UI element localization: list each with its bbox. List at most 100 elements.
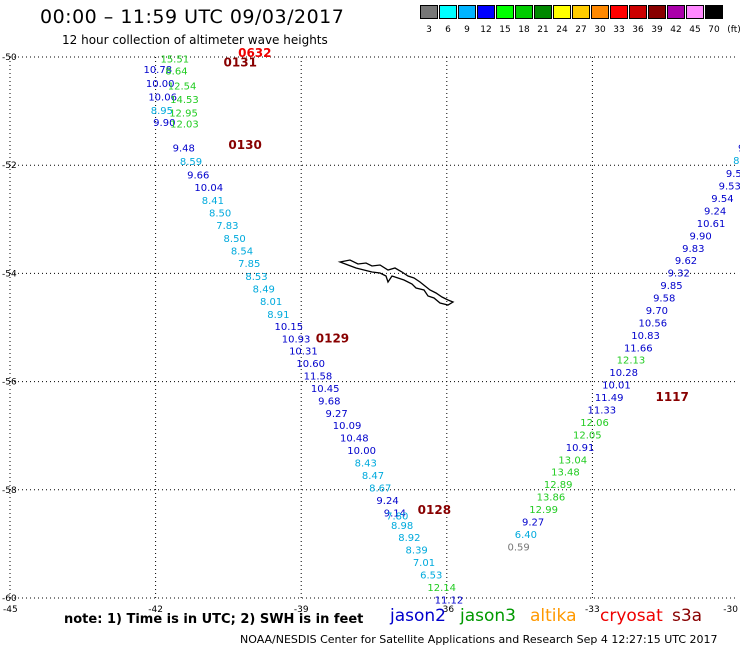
wave-height-value: 10.28	[609, 368, 638, 379]
legend-swatch	[458, 5, 476, 19]
satellite-name: s3a	[672, 606, 703, 626]
legend-label: 70	[708, 25, 720, 35]
wave-height-value: 11.12	[435, 595, 464, 606]
legend-label: 33	[613, 25, 625, 35]
wave-height-value: 0.59	[507, 542, 529, 553]
satellite-name: jason2	[390, 606, 446, 626]
wave-height-value: 9.83	[682, 244, 704, 255]
legend-swatch	[439, 5, 457, 19]
y-tick-label: -52	[2, 161, 17, 171]
wave-height-value: 10.04	[194, 183, 223, 194]
legend-label: 21	[537, 25, 549, 35]
wave-height-value: 9.70	[646, 306, 668, 317]
x-tick-label: -36	[439, 605, 454, 615]
legend-swatch	[648, 5, 666, 19]
y-tick-label: -50	[2, 53, 17, 63]
wave-height-value: 12.99	[529, 505, 558, 516]
time-label: 1117	[655, 390, 688, 404]
wave-height-value: 8.39	[406, 546, 428, 557]
wave-height-value: 9.90	[689, 231, 711, 242]
wave-height-value: 12.14	[427, 583, 456, 594]
wave-height-value: 12.13	[617, 356, 646, 367]
map-grid	[9, 56, 738, 599]
wave-height-value: 10.00	[347, 446, 376, 457]
legend-label: 24	[556, 25, 568, 35]
time-label: 0128	[418, 503, 451, 517]
wave-height-value: 8.54	[231, 246, 253, 257]
wave-height-value: 9.53	[719, 182, 740, 193]
wave-height-value: 8.41	[202, 196, 224, 207]
time-label: 0129	[316, 332, 349, 346]
legend-label: 45	[689, 25, 701, 35]
wave-height-value: 12.54	[168, 81, 197, 92]
altimeter-tracks: 15.5110.788.6410.0012.5410.0614.538.9512…	[143, 54, 740, 606]
legend-label: 18	[518, 25, 530, 35]
wave-height-value: 8.43	[355, 459, 377, 470]
legend-swatch	[705, 5, 723, 19]
x-axis-ticks: -45 -42 -39 -36 -33 -30	[3, 605, 738, 615]
legend-label: 42	[670, 25, 682, 35]
wave-height-value: 9.62	[675, 256, 697, 267]
wave-height-value: 7.01	[413, 558, 435, 569]
x-tick-label: -30	[723, 605, 738, 615]
satellite-name: cryosat	[600, 606, 663, 626]
wave-height-value: 15.51	[160, 54, 189, 65]
chart-subtitle: 12 hour collection of altimeter wave hei…	[62, 33, 328, 47]
wave-height-value: 10.56	[639, 318, 668, 329]
legend-swatch	[496, 5, 514, 19]
footer-credit: NOAA/NESDIS Center for Satellite Applica…	[240, 633, 718, 646]
legend-label: 39	[651, 25, 663, 35]
wave-height-value: 10.61	[697, 219, 726, 230]
wave-height-value: 9.27	[522, 518, 544, 529]
y-tick-label: -60	[2, 594, 17, 604]
wave-height-value: 13.48	[551, 468, 580, 479]
wave-height-value: 14.53	[170, 95, 199, 106]
wave-height-value: 7.85	[238, 259, 260, 270]
wave-height-value: 9.14	[384, 508, 406, 519]
wave-height-value: 8.95	[151, 106, 173, 117]
wave-height-value: 10.01	[602, 381, 631, 392]
y-tick-label: -58	[2, 486, 17, 496]
wave-height-value: 10.09	[333, 421, 362, 432]
wave-height-value: 9.27	[325, 409, 347, 420]
legend-label: 6	[445, 25, 451, 35]
legend-label: 36	[632, 25, 644, 35]
note-text: note: 1) Time is in UTC; 2) SWH is in fe…	[64, 612, 364, 627]
legend-swatch	[420, 5, 438, 19]
legend-unit: (ft)	[727, 25, 740, 35]
wave-height-value: 12.05	[573, 430, 602, 441]
wave-height-value: 7.80	[386, 512, 408, 523]
wave-height-value: 10.31	[289, 347, 318, 358]
legend-swatch	[629, 5, 647, 19]
chart-title: 00:00 – 11:59 UTC 09/03/2017	[40, 6, 345, 28]
legend-swatch	[477, 5, 495, 19]
wave-height-value: 9.85	[660, 281, 682, 292]
wave-height-value: 8.64	[165, 66, 187, 77]
wave-height-value: 9	[738, 144, 740, 155]
legend-label: 9	[464, 25, 470, 35]
wave-height-value: 9.90	[153, 118, 175, 129]
x-tick-label: -45	[3, 605, 18, 615]
wave-height-value: 7.83	[216, 221, 238, 232]
wave-height-value: 10.91	[566, 443, 595, 454]
wave-height-value: 8.47	[362, 471, 384, 482]
satellite-name: altika	[530, 606, 577, 626]
wave-height-value: 10.48	[340, 434, 369, 445]
wave-height-value: 9.48	[173, 144, 195, 155]
wave-height-value: 6.40	[515, 530, 537, 541]
wave-height-value: 12.95	[169, 109, 198, 120]
wave-height-value: 13.04	[558, 455, 587, 466]
legend-swatch	[534, 5, 552, 19]
wave-height-value: 8.91	[267, 310, 289, 321]
wave-height-value: 9.5	[726, 169, 740, 180]
x-tick-label: -42	[148, 605, 163, 615]
wave-height-value: 8.01	[260, 297, 282, 308]
time-label: 0632	[238, 46, 271, 60]
wave-height-value: 12.06	[580, 418, 609, 429]
time-label: 0130	[228, 138, 261, 152]
wave-height-value: 8.50	[209, 209, 231, 220]
wave-height-value: 11.58	[304, 371, 333, 382]
wave-height-value: 9.68	[318, 396, 340, 407]
